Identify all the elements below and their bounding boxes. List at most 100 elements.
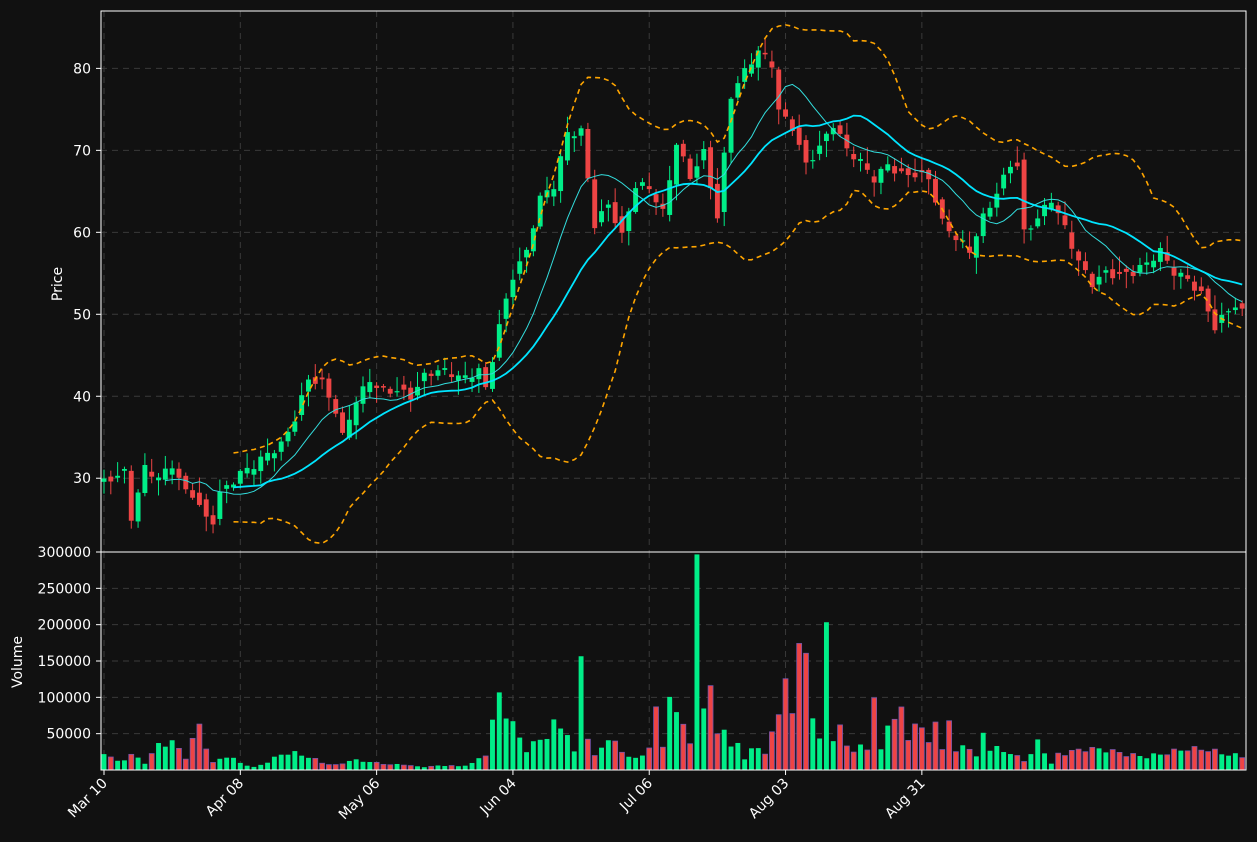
volume-bar [551, 719, 557, 770]
candle-body [1089, 273, 1095, 288]
candle-body [510, 279, 516, 298]
volume-bar [476, 758, 482, 770]
ma-fast-line [165, 83, 1243, 495]
candle-body [537, 195, 543, 227]
volume-bar [1096, 748, 1102, 770]
candle-body [626, 211, 632, 232]
volume-bar [210, 762, 216, 771]
volume-bar [633, 757, 639, 770]
volume-bar [176, 748, 182, 771]
candle-body [496, 324, 502, 358]
candle-body [946, 221, 952, 232]
volume-bar [660, 746, 666, 771]
volume-bar [107, 756, 114, 771]
volume-bar [796, 643, 803, 771]
candle-body [1198, 286, 1204, 291]
candle-body [333, 399, 339, 414]
candle-body [987, 207, 993, 217]
volume-bar [973, 756, 979, 770]
volume-bar [135, 757, 141, 770]
volume-bar [490, 719, 495, 770]
candle-body [231, 484, 236, 488]
volume-bar [789, 713, 796, 771]
volume-bar [925, 742, 932, 771]
candle-body [455, 375, 461, 381]
bollinger-upper-line [233, 24, 1243, 454]
volume-tick-label: 250000 [38, 581, 91, 597]
candle-body [142, 464, 148, 493]
volume-bar [605, 740, 611, 770]
volume-bar [1062, 755, 1068, 771]
volume-bar [435, 765, 441, 770]
candle-body [1062, 215, 1068, 226]
candle-body [1117, 271, 1122, 274]
volume-bar [101, 754, 107, 770]
volume-bar [1055, 752, 1062, 771]
price-tick-label: 80 [73, 61, 91, 77]
volume-bar [871, 697, 878, 771]
candle-body [755, 50, 761, 68]
volume-bar [1171, 748, 1177, 771]
volume-bar [1144, 758, 1150, 770]
volume-bar [258, 764, 264, 770]
candle-body [742, 68, 748, 82]
candle-body [1212, 309, 1218, 331]
candle-body [1205, 288, 1211, 312]
volume-bar [346, 760, 352, 770]
candle-body [858, 159, 863, 161]
volume-bar [319, 762, 325, 771]
candle-body [196, 492, 202, 505]
candle-body [796, 127, 802, 145]
volume-bar [885, 725, 891, 770]
volume-bar [339, 763, 346, 771]
volume-bar [251, 766, 257, 770]
candle-body [898, 168, 904, 172]
candle-body [605, 204, 611, 208]
candle-body [469, 377, 475, 382]
volume-bar [496, 692, 502, 770]
volume-bar [380, 764, 387, 771]
candle-body [401, 384, 407, 390]
volume-bar [407, 765, 414, 771]
candle-body [135, 492, 141, 522]
volume-bar [148, 753, 155, 771]
candle-body [162, 468, 168, 480]
volume-bar [939, 749, 946, 771]
candle-body [285, 431, 291, 442]
candle-body [1001, 174, 1007, 189]
volume-bar [1008, 754, 1013, 770]
candle-body [864, 163, 870, 170]
candle-body [967, 246, 973, 253]
candle-body [585, 128, 591, 179]
volume-bar [231, 757, 236, 770]
volume-tick-label: 150000 [38, 654, 91, 670]
candle-body [728, 98, 734, 153]
candle-body [667, 180, 673, 215]
volume-bar [524, 752, 530, 770]
candle-body [435, 370, 441, 376]
volume-bar [619, 751, 625, 771]
candle-body [980, 213, 986, 237]
candle-body [176, 468, 182, 478]
candle-body [128, 470, 134, 521]
volume-bar [182, 758, 189, 771]
candle-body [237, 470, 243, 484]
volume-bar [653, 706, 659, 771]
candle-body [190, 490, 196, 498]
candle-body [953, 235, 959, 241]
volume-bar [442, 766, 448, 770]
candle-body [258, 456, 264, 472]
volume-tick-label: 100000 [38, 690, 91, 706]
candle-body [892, 166, 898, 174]
candle-body [694, 166, 700, 178]
volume-bar [564, 735, 570, 770]
volume-bar [850, 751, 857, 771]
candle-body [1069, 232, 1075, 249]
volume-bar [265, 762, 271, 770]
volume-bar [401, 764, 407, 771]
volume-bar [1103, 752, 1109, 770]
volume-bar [271, 756, 277, 770]
candle-body [592, 179, 598, 229]
volume-bar [237, 762, 243, 770]
